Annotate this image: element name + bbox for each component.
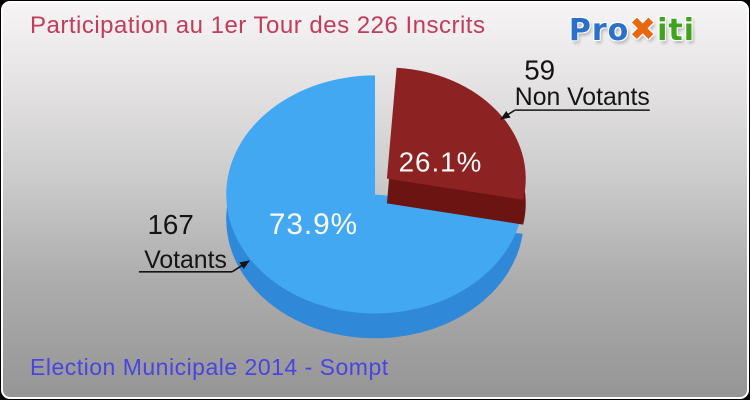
votants-value: 167	[147, 209, 193, 240]
pie-slice-votants	[226, 75, 523, 314]
nonvotants-value: 59	[524, 54, 555, 85]
chart-subtitle: Election Municipale 2014 - Sompt	[30, 354, 389, 380]
logo-x-icon: ✖	[629, 10, 658, 48]
logo-text-iti: iti	[657, 13, 695, 48]
logo-text-pro: Pro	[568, 13, 630, 48]
votants-arrow	[231, 260, 250, 273]
proxiti-logo[interactable]: Pro✖iti	[569, 10, 695, 48]
votants-percent-label: 73.9%	[269, 208, 358, 241]
nonvotants-arrow	[500, 109, 516, 120]
nonvotants-percent-label: 26.1%	[399, 147, 483, 178]
pie-slice-nonvotants	[386, 67, 526, 200]
pie-chart: 73.9% 26.1% 59 Non Votants 167 Votants	[138, 54, 650, 339]
nonvotants-label: Non Votants	[515, 84, 650, 111]
callout-votants: 167 Votants	[138, 209, 250, 274]
votants-label: Votants	[144, 247, 227, 274]
chart-title: Participation au 1er Tour des 226 Inscri…	[30, 12, 486, 39]
callout-nonvotants: 59 Non Votants	[500, 54, 650, 120]
